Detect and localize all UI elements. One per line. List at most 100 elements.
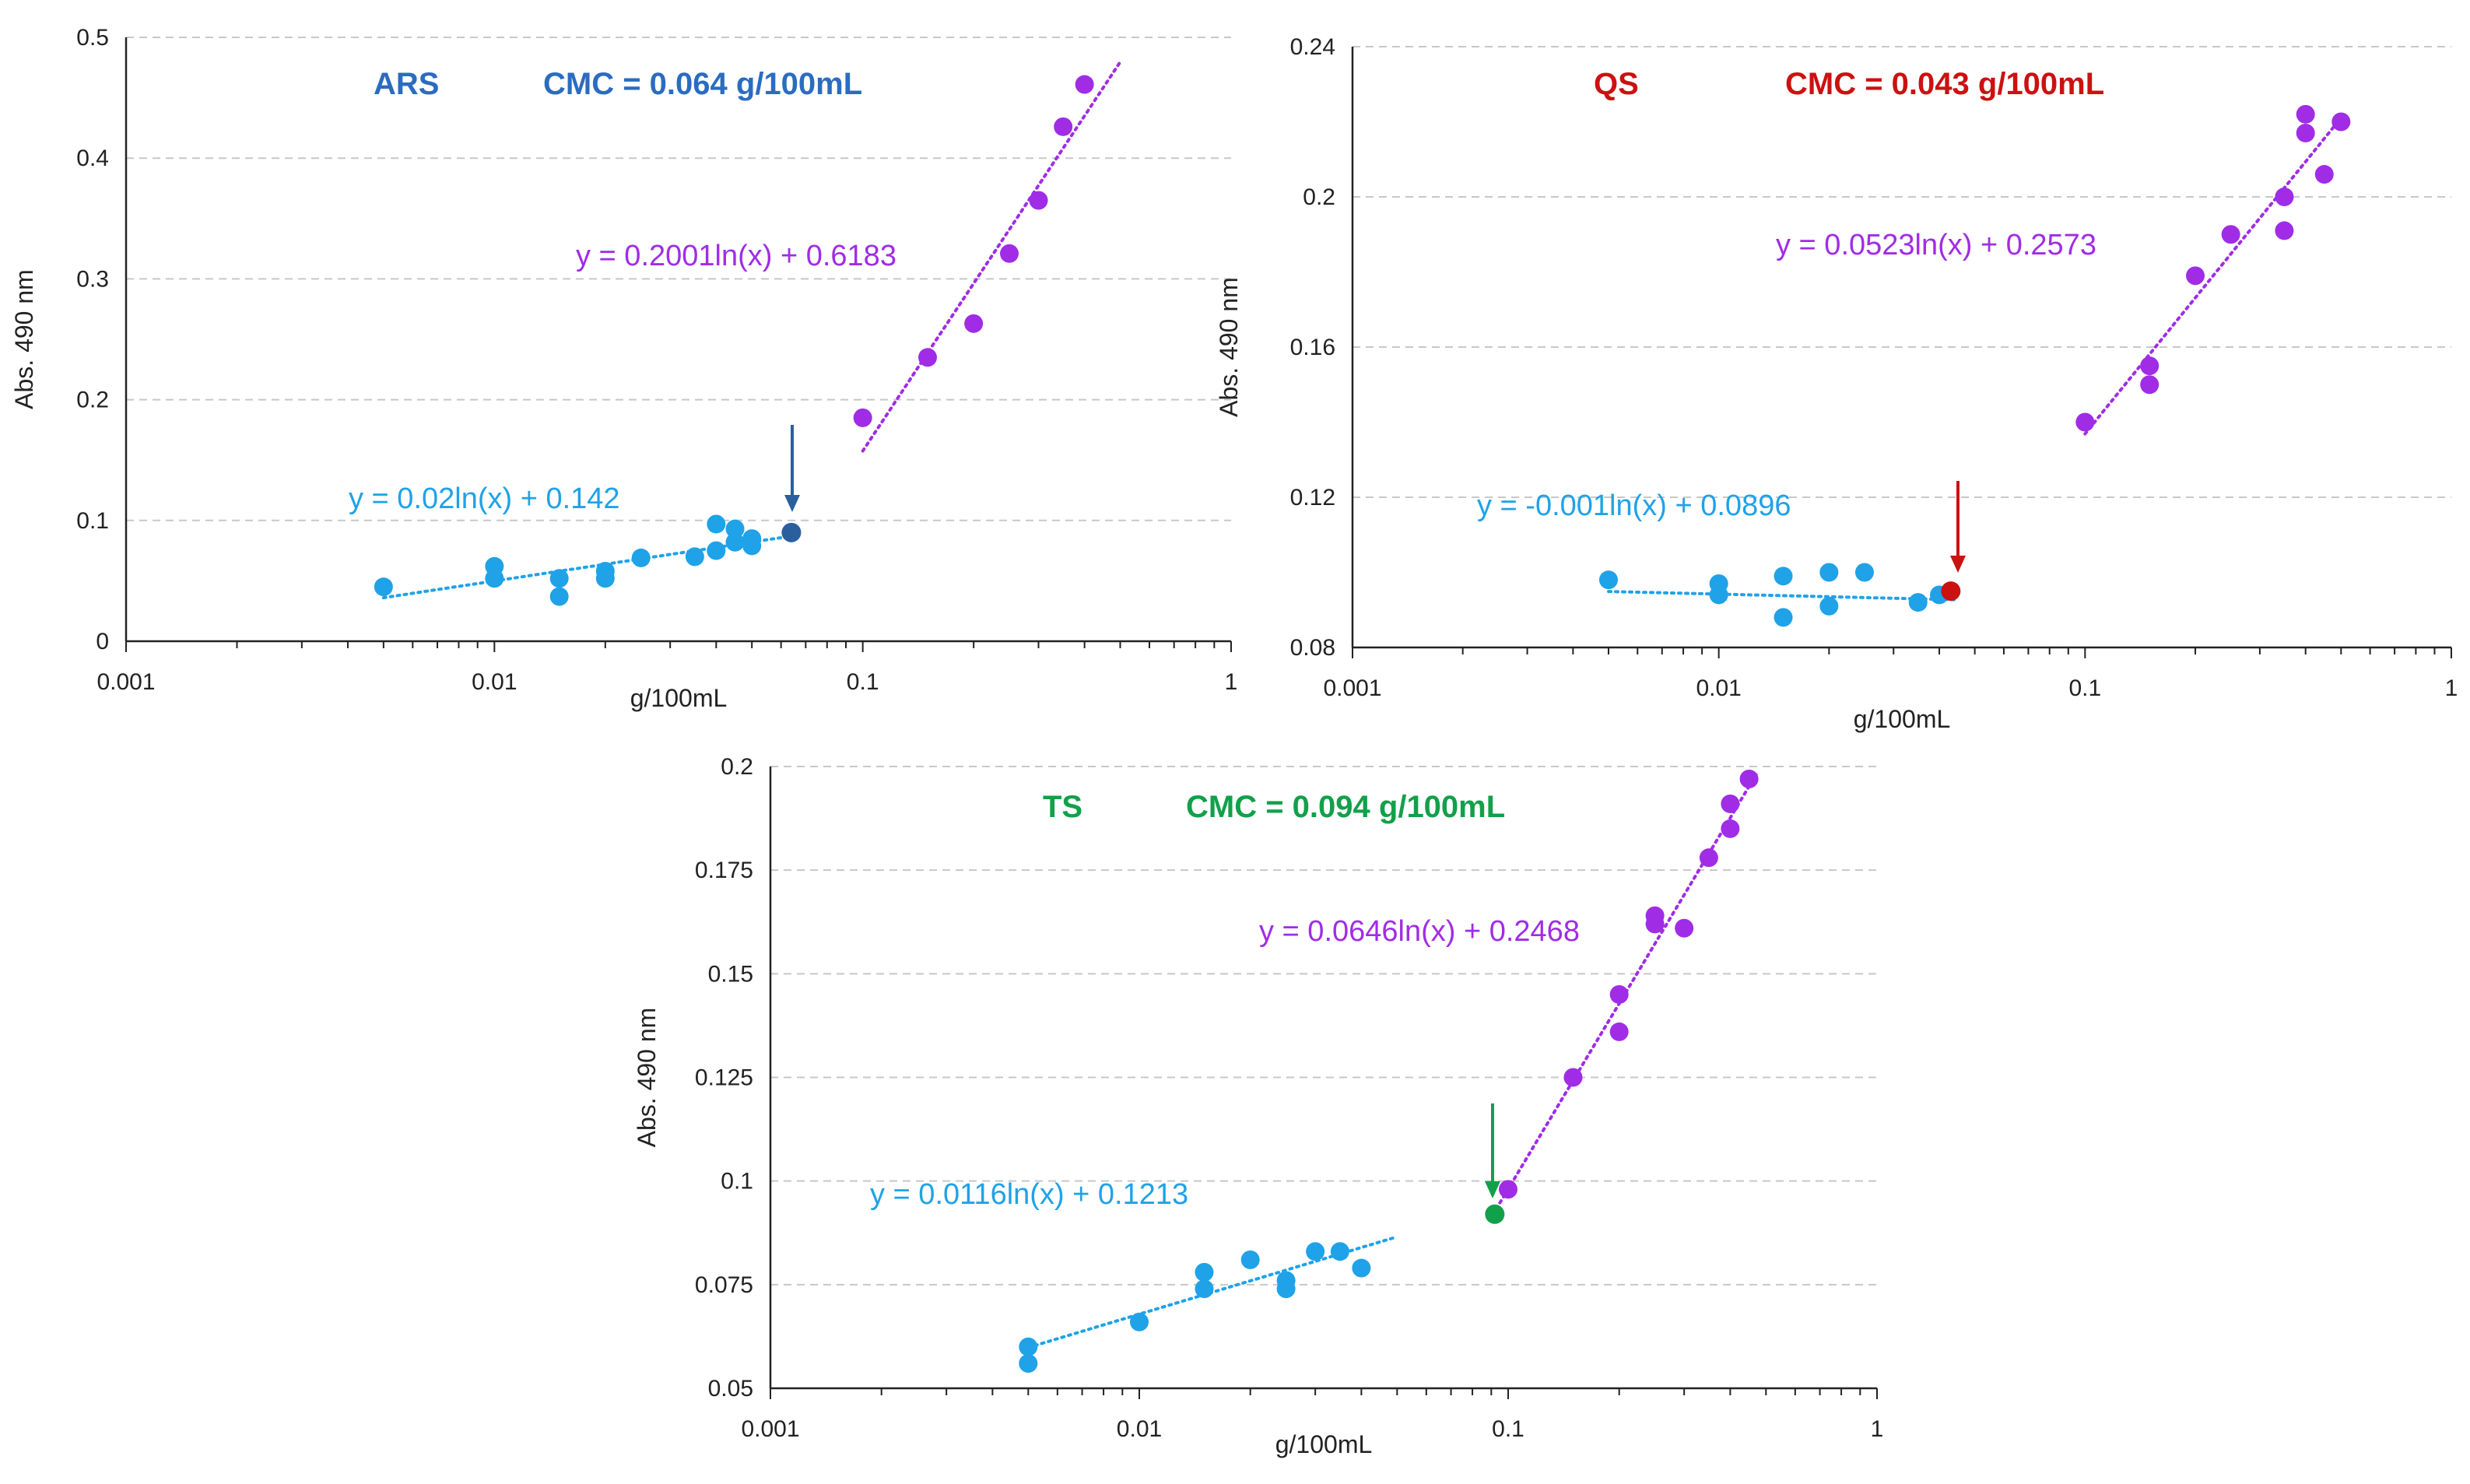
- cmc-point: [1485, 1204, 1505, 1224]
- equation-label-above-cmc: y = 0.0646ln(x) + 0.2468: [1259, 915, 1580, 948]
- data-point-below-cmc: [1276, 1279, 1296, 1299]
- x-tick-label: 0.01: [1696, 675, 1741, 701]
- data-point-above-cmc: [2140, 375, 2159, 395]
- data-point-below-cmc: [1019, 1354, 1038, 1373]
- y-tick-label: 0.2: [1303, 184, 1335, 210]
- data-point-below-cmc: [631, 548, 651, 567]
- cmc-arrow-head: [784, 495, 800, 512]
- sample-label: TS: [1043, 790, 1082, 824]
- y-tick-label: 0.2: [721, 754, 753, 780]
- data-point-above-cmc: [1499, 1180, 1517, 1199]
- data-point-below-cmc: [374, 577, 393, 597]
- y-axis-title: Abs. 490 nm: [633, 1008, 661, 1148]
- data-point-below-cmc: [1240, 1250, 1260, 1269]
- y-tick-label: 0.5: [76, 25, 109, 51]
- y-axis-title: Abs. 490 nm: [10, 269, 38, 409]
- data-point-above-cmc: [2186, 266, 2205, 286]
- data-point-below-cmc: [685, 547, 704, 567]
- x-tick-label: 0.1: [2068, 675, 2101, 701]
- y-tick-label: 0.4: [76, 146, 109, 171]
- data-point-above-cmc: [1563, 1068, 1583, 1087]
- data-point-below-cmc: [595, 569, 615, 588]
- x-tick-label: 0.1: [847, 669, 879, 695]
- data-point-above-cmc: [2075, 412, 2095, 432]
- data-point-below-cmc: [1306, 1242, 1325, 1261]
- data-point-below-cmc: [1195, 1262, 1214, 1282]
- trendline-below-cmc: [1607, 590, 1960, 602]
- equation-label-above-cmc: y = 0.2001ln(x) + 0.6183: [576, 240, 896, 272]
- equation-label-below-cmc: y = -0.001ln(x) + 0.0896: [1477, 489, 1791, 522]
- data-point-below-cmc: [707, 514, 726, 534]
- y-tick-label: 0: [96, 629, 109, 654]
- y-tick-label: 0.125: [695, 1065, 753, 1091]
- data-point-above-cmc: [918, 348, 938, 367]
- chart-panel-ts: 0.05 0.075 0.1 0.125 0.15 0.175 0.2 0.001 0.01 0.…: [633, 754, 1883, 1458]
- x-tick-label: 0.001: [1323, 675, 1381, 701]
- data-point-above-cmc: [1721, 794, 1740, 813]
- data-point-above-cmc: [1721, 819, 1740, 838]
- x-tick-label: 0.001: [96, 669, 155, 695]
- x-tick-label: 1: [2445, 675, 2458, 701]
- data-point-above-cmc: [2221, 225, 2240, 244]
- x-tick-label: 1: [1225, 669, 1238, 695]
- data-point-below-cmc: [1819, 563, 1839, 582]
- sample-label: QS: [1594, 67, 1639, 101]
- equation-label-below-cmc: y = 0.02ln(x) + 0.142: [349, 482, 620, 515]
- data-point-below-cmc: [485, 569, 504, 588]
- data-point-above-cmc: [2314, 165, 2334, 184]
- data-point-below-cmc: [725, 519, 745, 539]
- data-point-above-cmc: [2140, 356, 2159, 376]
- data-point-below-cmc: [1598, 570, 1618, 590]
- trendline-above-cmc: [2083, 116, 2343, 436]
- data-point-above-cmc: [2275, 188, 2294, 206]
- data-point-above-cmc: [1029, 191, 1048, 210]
- data-point-above-cmc: [2296, 104, 2315, 124]
- y-tick-label: 0.12: [1290, 485, 1335, 510]
- y-tick-label: 0.16: [1290, 335, 1335, 360]
- data-point-below-cmc: [1130, 1312, 1149, 1331]
- y-axis-title: Abs. 490 nm: [1215, 277, 1243, 417]
- data-point-below-cmc: [1774, 567, 1793, 586]
- cmc-title: CMC = 0.064 g/100mL: [543, 67, 862, 101]
- y-tick-label: 0.08: [1290, 635, 1335, 661]
- data-point-above-cmc: [1609, 1022, 1629, 1041]
- data-point-above-cmc: [2331, 112, 2351, 132]
- chart-panel-ars: 0 0.1 0.2 0.3 0.4 0.5 0.001 0.01 0.1 1 g/100mL Abs.…: [10, 25, 1237, 712]
- x-tick-label: 0.1: [1492, 1416, 1524, 1442]
- data-point-above-cmc: [1645, 914, 1665, 934]
- data-point-above-cmc: [853, 408, 872, 427]
- data-point-below-cmc: [1195, 1279, 1214, 1299]
- data-point-below-cmc: [707, 541, 726, 560]
- data-point-above-cmc: [2275, 221, 2294, 240]
- sample-label: ARS: [374, 67, 439, 101]
- x-axis-title: g/100mL: [1854, 705, 1951, 733]
- cmc-arrow-head: [1485, 1181, 1500, 1198]
- data-point-below-cmc: [1330, 1242, 1349, 1261]
- equation-label-above-cmc: y = 0.0523ln(x) + 0.2573: [1776, 229, 2096, 261]
- data-point-below-cmc: [725, 532, 745, 552]
- x-axis-title: g/100mL: [630, 684, 728, 712]
- data-point-above-cmc: [1739, 769, 1759, 788]
- data-point-below-cmc: [1854, 563, 1874, 582]
- cmc-title: CMC = 0.094 g/100mL: [1186, 790, 1505, 824]
- data-point-above-cmc: [1075, 75, 1094, 94]
- y-tick-label: 0.15: [708, 961, 753, 987]
- data-point-below-cmc: [1774, 608, 1793, 627]
- x-tick-label: 1: [1871, 1416, 1884, 1442]
- data-point-below-cmc: [1352, 1258, 1371, 1278]
- cmc-point: [1941, 581, 1961, 602]
- y-tick-label: 0.1: [76, 508, 109, 534]
- cmc-title: CMC = 0.043 g/100mL: [1785, 67, 2104, 101]
- y-tick-label: 0.175: [695, 858, 753, 883]
- data-point-below-cmc: [1908, 593, 1928, 612]
- data-point-below-cmc: [549, 587, 569, 606]
- data-point-below-cmc: [1019, 1337, 1038, 1356]
- data-point-above-cmc: [964, 314, 984, 333]
- y-tick-label: 0.3: [76, 266, 109, 292]
- x-tick-label: 0.01: [1117, 1416, 1162, 1442]
- data-point-above-cmc: [1000, 244, 1019, 263]
- y-tick-label: 0.05: [708, 1376, 753, 1402]
- data-point-above-cmc: [1054, 117, 1073, 136]
- cmc-arrow-head: [1950, 556, 1966, 573]
